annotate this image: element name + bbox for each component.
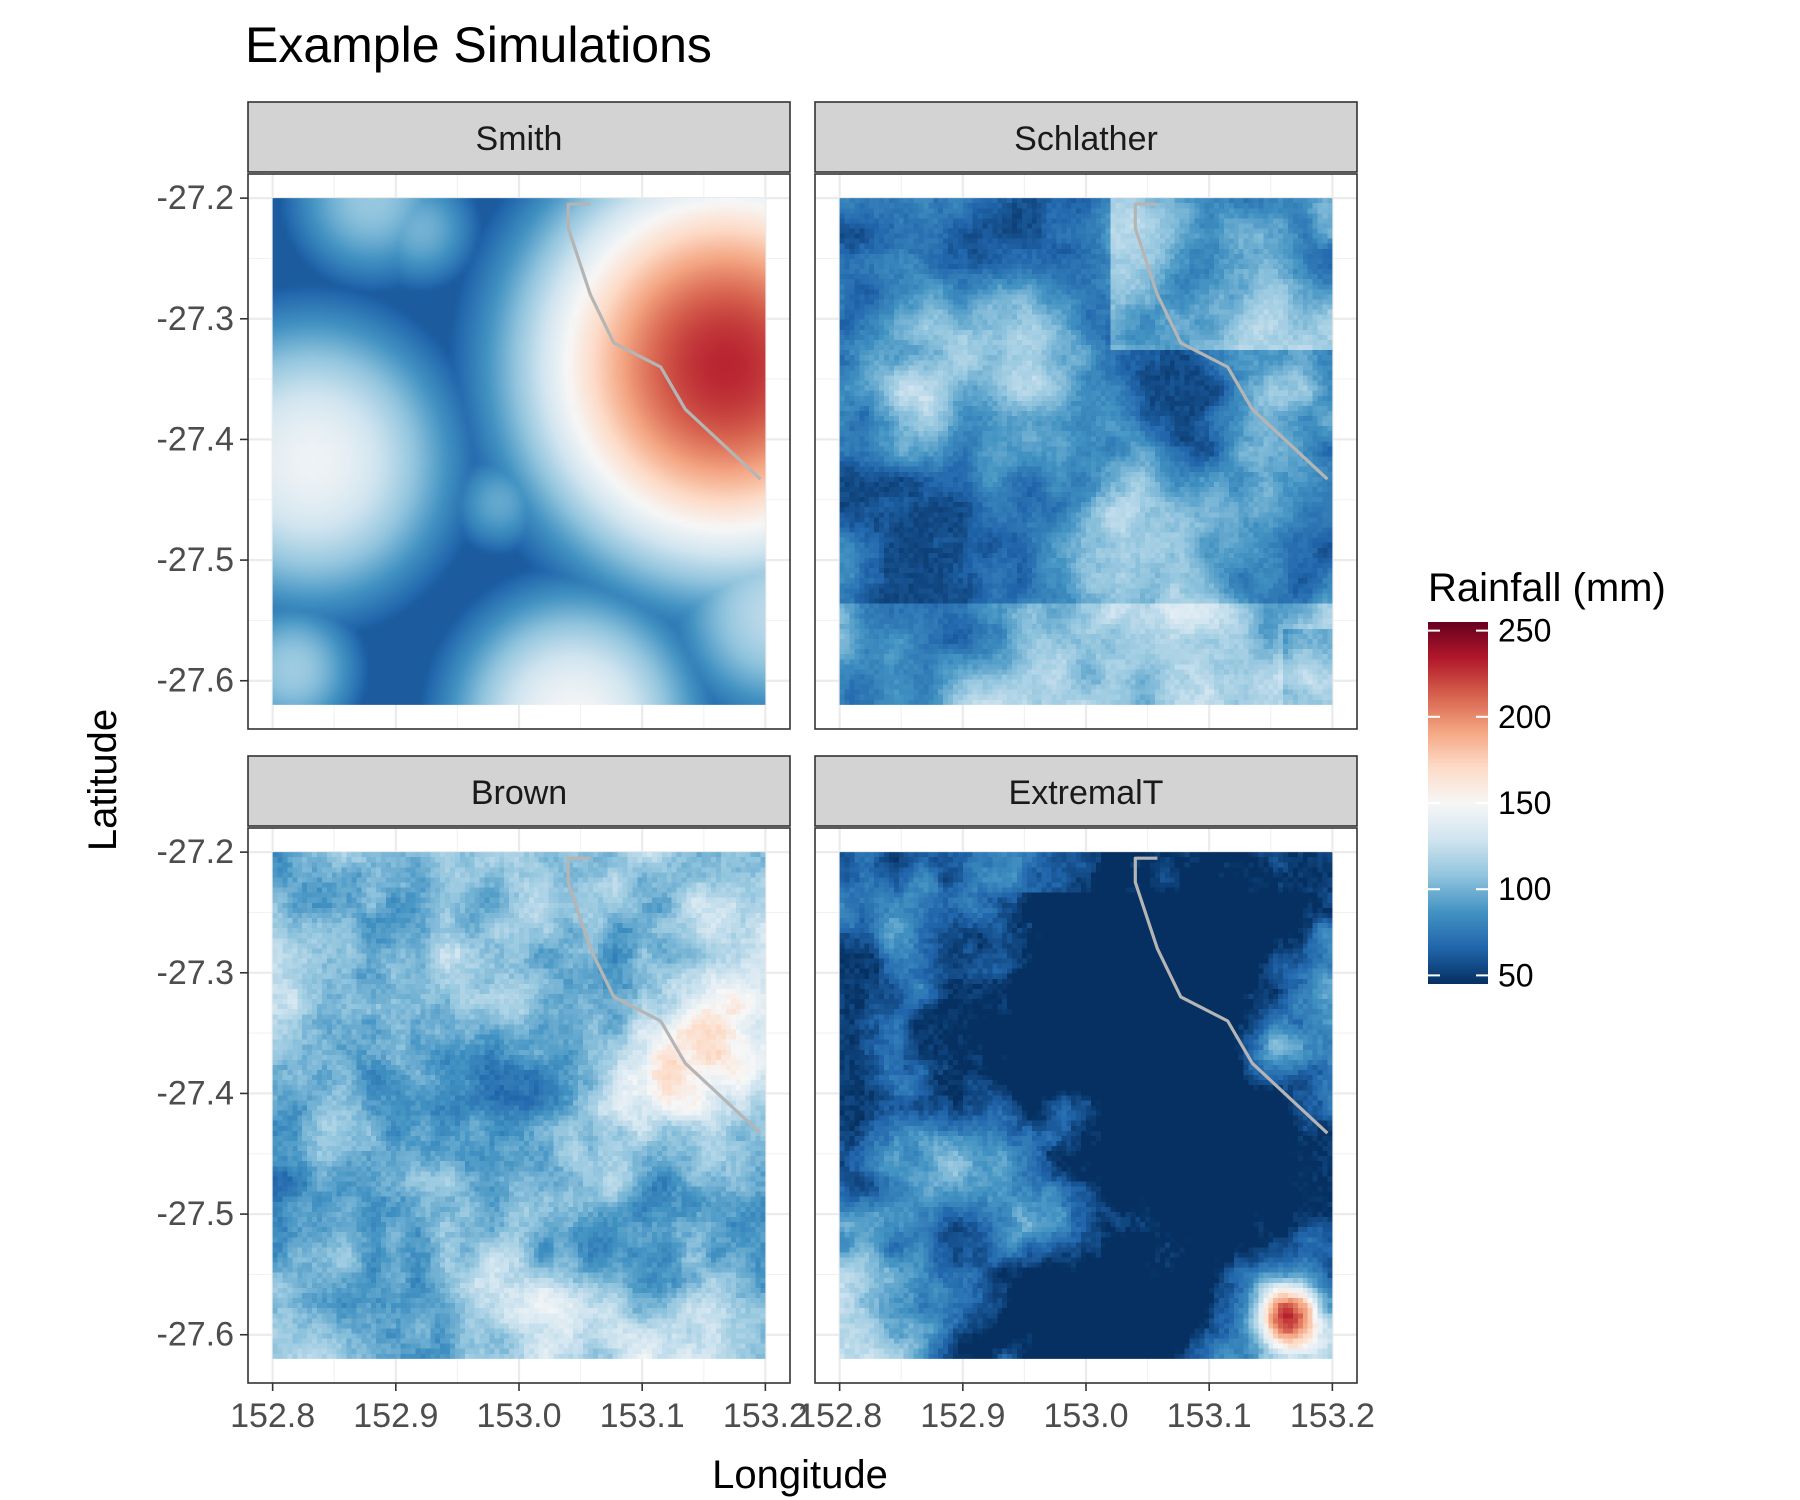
- x-tick-label: 153.0: [476, 1397, 561, 1435]
- x-tick-label: 152.9: [920, 1397, 1005, 1435]
- panel-border: [247, 173, 791, 730]
- strip-background: [247, 755, 791, 827]
- strip-label: Schlather: [1014, 120, 1158, 158]
- legend: Rainfall (mm) 250 200 150 100 50: [1428, 566, 1666, 993]
- x-tick-label: 152.8: [230, 1397, 315, 1435]
- coastline: [1133, 202, 1329, 481]
- coastline: [566, 856, 762, 1135]
- strip-label: ExtremalT: [1009, 774, 1164, 812]
- coastline: [1133, 856, 1329, 1135]
- legend-ticks: 250 200 150 100 50: [1428, 613, 1551, 993]
- y-tick-label: -27.3: [157, 954, 235, 992]
- y-tick-label: -27.6: [157, 662, 235, 700]
- x-tick-label: 152.9: [353, 1397, 438, 1435]
- rainfall-raster: [272, 198, 766, 705]
- strip-background: [814, 101, 1358, 173]
- legend-title: Rainfall (mm): [1428, 566, 1666, 610]
- facet-extremalt: ExtremalT: [814, 755, 1358, 1384]
- x-tick-label: 153.0: [1043, 1397, 1128, 1435]
- y-tick-label: -27.4: [157, 420, 235, 458]
- facet-strip: Schlather: [814, 101, 1358, 173]
- facet-strip: Smith: [247, 101, 791, 173]
- legend-tick-label: 100: [1498, 871, 1551, 907]
- rainfall-raster: [272, 852, 766, 1359]
- rainfall-raster: [839, 852, 1333, 1359]
- legend-tick-label: 50: [1498, 957, 1534, 993]
- y-tick-label: -27.2: [157, 833, 235, 871]
- x-tick-label: 153.2: [1290, 1397, 1375, 1435]
- facet-strip: Brown: [247, 755, 791, 827]
- facet-panels: Smith Schlather Brown ExtremalT: [247, 101, 1358, 1384]
- y-tick-label: -27.5: [157, 541, 235, 579]
- y-tick-label: -27.2: [157, 179, 235, 217]
- facet-schlather: Schlather: [814, 101, 1358, 730]
- y-tick-label: -27.3: [157, 300, 235, 338]
- x-tick-label: 153.2: [723, 1397, 808, 1435]
- facet-strip: ExtremalT: [814, 755, 1358, 827]
- panel-border: [814, 173, 1358, 730]
- facet-smith: Smith: [247, 101, 791, 730]
- legend-tick-label: 150: [1498, 785, 1551, 821]
- rainfall-raster: [839, 198, 1333, 705]
- coastline: [566, 202, 762, 481]
- y-tick-label: -27.4: [157, 1074, 235, 1112]
- strip-background: [247, 101, 791, 173]
- x-tick-label: 153.1: [600, 1397, 685, 1435]
- legend-tick-label: 200: [1498, 699, 1551, 735]
- y-axis: -27.2 -27.3 -27.4 -27.5 -27.6 -27.2 -27.3 -27.4…: [157, 179, 248, 1354]
- legend-tick-label: 250: [1498, 613, 1551, 649]
- chart-title: Example Simulations: [245, 17, 712, 73]
- y-tick-label: -27.5: [157, 1195, 235, 1233]
- x-axis-title: Longitude: [712, 1453, 888, 1497]
- strip-background: [814, 755, 1358, 827]
- facet-brown: Brown: [247, 755, 791, 1384]
- x-tick-label: 152.8: [797, 1397, 882, 1435]
- y-tick-label: -27.6: [157, 1316, 235, 1354]
- x-tick-label: 153.1: [1167, 1397, 1252, 1435]
- strip-label: Smith: [476, 120, 563, 158]
- strip-label: Brown: [471, 774, 567, 812]
- y-axis-title: Latitude: [81, 709, 125, 851]
